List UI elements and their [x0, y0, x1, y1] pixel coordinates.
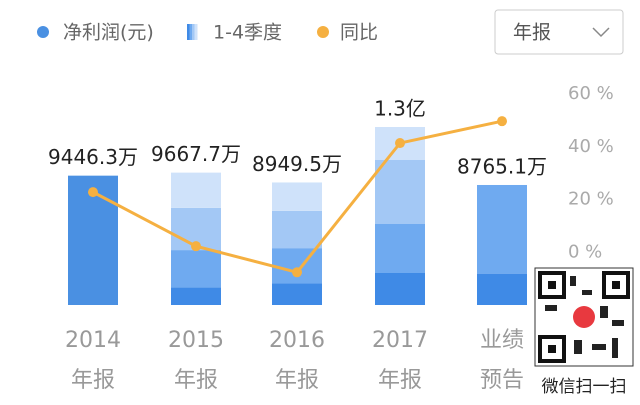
bar-segment [171, 172, 221, 208]
x-tick-label: 预告 [480, 368, 524, 393]
y2-tick-label: 0 % [568, 241, 602, 262]
data-label: 8949.5万 [252, 152, 342, 176]
bar-segment [375, 223, 425, 274]
y2-tick-label: 60 % [568, 83, 614, 104]
y2-tick-label: 20 % [568, 189, 614, 210]
bar-segment [375, 273, 425, 305]
legend-dot [317, 26, 329, 38]
bar-segment [272, 283, 322, 305]
legend-label: 净利润(元) [63, 22, 154, 44]
chevron [592, 27, 610, 38]
bar-segment [477, 184, 527, 274]
x-tick-label: 2014 [65, 328, 121, 353]
bar [68, 175, 118, 305]
line-point [191, 241, 201, 252]
legend-label: 1-4季度 [213, 22, 282, 44]
legend-icon [192, 24, 195, 40]
x-tick-label: 年报 [275, 368, 319, 393]
select-label: 年报 [513, 22, 551, 44]
line-point [395, 138, 405, 149]
data-label: 8765.1万 [457, 154, 547, 178]
legend-dot [37, 26, 49, 38]
data-label: 9446.3万 [48, 145, 138, 169]
data-label: 9667.7万 [151, 142, 241, 166]
line-point [88, 187, 98, 198]
line-point [497, 116, 507, 127]
x-tick-label: 年报 [174, 368, 218, 393]
x-tick-label: 2017 [372, 328, 428, 353]
bar-segment [272, 210, 322, 249]
bar-segment [171, 250, 221, 288]
bar-segment [171, 287, 221, 305]
watermark: 微信扫一扫 [542, 377, 627, 397]
legend-icon [194, 24, 198, 40]
legend-icon [187, 24, 190, 40]
legend-icon [189, 24, 193, 40]
x-tick-label: 2016 [269, 328, 325, 353]
bar-segment [477, 273, 527, 305]
period-select[interactable] [494, 9, 624, 55]
bar-segment [272, 182, 322, 211]
bar-segment [375, 159, 425, 224]
line-point [292, 267, 302, 278]
legend-label: 同比 [340, 22, 378, 44]
qr-code [534, 267, 634, 367]
x-tick-label: 年报 [71, 368, 115, 393]
y2-tick-label: 40 % [568, 136, 614, 157]
x-tick-label: 2015 [168, 328, 224, 353]
bar-segment [272, 248, 322, 284]
x-tick-label: 年报 [378, 368, 422, 393]
data-label: 1.3亿 [374, 97, 426, 121]
x-tick-label: 业绩 [480, 328, 524, 353]
